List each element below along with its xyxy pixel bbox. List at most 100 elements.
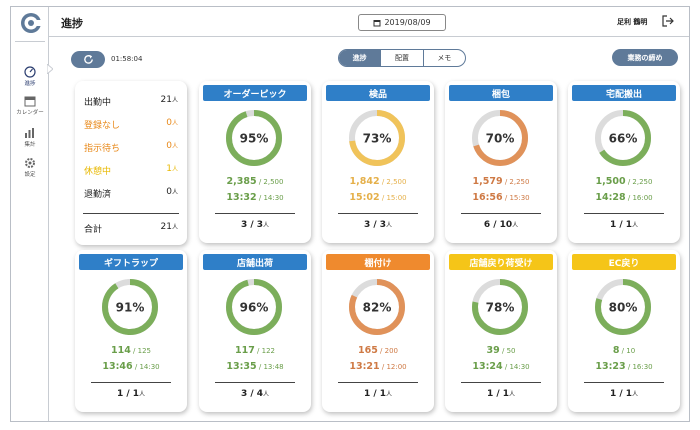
- progress-ring: 66%: [595, 110, 651, 166]
- staff-count: 1 / 1人: [609, 389, 639, 399]
- progress-percent: 82%: [363, 301, 392, 315]
- process-card[interactable]: ギフトラップ 91% 114 / 125 13:46 / 14:30 1 / 1人: [75, 250, 187, 412]
- summary-divider: [83, 213, 179, 214]
- chart-icon: [25, 128, 34, 138]
- progress-icon: [24, 66, 36, 78]
- process-name: 店舗戻り荷受け: [449, 254, 553, 270]
- staff-count: 1 / 1人: [363, 389, 393, 399]
- ring-progress: [102, 279, 158, 335]
- progress-ring: 91%: [102, 279, 158, 335]
- summary-total-row: 合計 21人: [84, 222, 178, 235]
- card-divider: [461, 213, 541, 214]
- header: 進捗 2019/08/09 足利 鶴明: [49, 7, 689, 37]
- date-value: 2019/08/09: [384, 18, 431, 27]
- quantity-progress: 165 / 200: [357, 345, 399, 356]
- process-card[interactable]: 梱包 70% 1,579 / 2,250 16:56 / 15:30 6 / 10人: [445, 81, 557, 243]
- progress-percent: 78%: [486, 301, 515, 315]
- sidebar-item-settings[interactable]: 設定: [11, 157, 49, 178]
- ring-progress: [472, 279, 528, 335]
- time-progress: 15:02 / 15:00: [349, 192, 407, 203]
- user-name: 足利 鶴明: [617, 18, 648, 26]
- quantity-progress: 1,579 / 2,250: [472, 176, 530, 187]
- progress-ring: 78%: [472, 279, 528, 335]
- process-name: 店舗出荷: [203, 254, 307, 270]
- ring-progress: [595, 279, 651, 335]
- ring-progress: [226, 110, 282, 166]
- progress-ring: 80%: [595, 279, 651, 335]
- process-card[interactable]: 棚付け 82% 165 / 200 13:21 / 12:00 1 / 1人: [322, 250, 434, 412]
- progress-percent: 70%: [486, 132, 515, 146]
- process-card[interactable]: オーダーピック 95% 2,385 / 2,500 13:32 / 14:30 3 / …: [199, 81, 311, 243]
- summary-label: 指示待ち: [84, 144, 121, 154]
- refresh-icon: [83, 54, 93, 64]
- staff-count: 1 / 1人: [116, 389, 146, 399]
- sidebar-item-label: 進捗: [24, 81, 36, 87]
- progress-percent: 66%: [609, 132, 638, 146]
- logout-icon[interactable]: [662, 15, 674, 27]
- tab-placement[interactable]: 配置: [381, 50, 424, 66]
- quantity-progress: 39 / 50: [486, 345, 516, 356]
- time-progress: 16:56 / 15:30: [472, 192, 530, 203]
- progress-ring: 70%: [472, 110, 528, 166]
- gear-icon: [25, 158, 35, 168]
- process-name: 検品: [326, 85, 430, 101]
- progress-percent: 73%: [363, 132, 392, 146]
- ring-progress: [349, 110, 405, 166]
- staff-count: 3 / 4人: [240, 389, 270, 399]
- quantity-progress: 1,500 / 2,250: [595, 176, 653, 187]
- summary-row: 休憩中 1人: [84, 164, 178, 177]
- process-card[interactable]: 検品 73% 1,842 / 2,500 15:02 / 15:00 3 / 3人: [322, 81, 434, 243]
- time-progress: 13:32 / 14:30: [226, 192, 284, 203]
- sidebar-item-progress[interactable]: 進捗: [11, 66, 49, 87]
- sidebar: 進捗 カレンダー 集計 設定: [11, 7, 49, 421]
- staff-count: 6 / 10人: [483, 220, 519, 230]
- summary-value: 1人: [166, 164, 178, 174]
- time-progress: 13:23 / 16:30: [595, 361, 653, 372]
- sidebar-divider: [15, 41, 45, 42]
- time-progress: 13:35 / 13:48: [226, 361, 284, 372]
- refresh-button[interactable]: [71, 51, 105, 68]
- page-title: 進捗: [61, 17, 83, 30]
- summary-value: 21人: [160, 95, 178, 105]
- sidebar-item-stats[interactable]: 集計: [11, 127, 49, 148]
- process-name: EC戻り: [572, 254, 676, 270]
- progress-percent: 95%: [240, 132, 269, 146]
- process-name: 宅配搬出: [572, 85, 676, 101]
- progress-ring: 73%: [349, 110, 405, 166]
- staff-count: 3 / 3人: [240, 220, 270, 230]
- close-day-button[interactable]: 業務の締め: [612, 49, 678, 66]
- view-tabs: 進捗 配置 メモ: [338, 49, 466, 67]
- card-divider: [584, 382, 664, 383]
- date-picker[interactable]: 2019/08/09: [358, 14, 446, 31]
- process-card[interactable]: 店舗出荷 96% 117 / 122 13:35 / 13:48 3 / 4人: [199, 250, 311, 412]
- summary-value: 0人: [166, 141, 178, 151]
- card-divider: [461, 382, 541, 383]
- summary-total-label: 合計: [84, 225, 103, 235]
- summary-row: 指示待ち 0人: [84, 141, 178, 154]
- card-divider: [91, 382, 171, 383]
- card-divider: [215, 213, 295, 214]
- process-card[interactable]: EC戻り 80% 8 / 10 13:23 / 16:30 1 / 1人: [568, 250, 680, 412]
- staff-summary-card: 出勤中 21人 登録なし 0人 指示待ち 0人 休憩中 1人 退勤済 0人 合計 21人: [75, 81, 187, 245]
- process-card[interactable]: 店舗戻り荷受け 78% 39 / 50 13:24 / 14:30 1 / 1人: [445, 250, 557, 412]
- progress-ring: 82%: [349, 279, 405, 335]
- summary-row: 出勤中 21人: [84, 95, 178, 108]
- active-indicator-icon: [47, 64, 53, 74]
- app-logo-icon: [21, 13, 42, 33]
- progress-ring: 95%: [226, 110, 282, 166]
- summary-label: 退勤済: [84, 190, 112, 200]
- sidebar-item-calendar[interactable]: カレンダー: [11, 95, 49, 116]
- sidebar-item-label: カレンダー: [16, 110, 44, 116]
- process-card[interactable]: 宅配搬出 66% 1,500 / 2,250 14:28 / 16:00 1 / 1人: [568, 81, 680, 243]
- last-updated-time: 01:58:04: [111, 55, 143, 63]
- tab-memo[interactable]: メモ: [437, 54, 452, 62]
- card-divider: [215, 382, 295, 383]
- summary-row: 退勤済 0人: [84, 187, 178, 200]
- tab-progress[interactable]: 進捗: [339, 50, 382, 66]
- summary-label: 出勤中: [84, 98, 112, 108]
- time-progress: 13:21 / 12:00: [349, 361, 407, 372]
- process-name: オーダーピック: [203, 85, 307, 101]
- progress-percent: 91%: [116, 301, 145, 315]
- sidebar-item-label: 設定: [24, 172, 36, 178]
- card-divider: [338, 382, 418, 383]
